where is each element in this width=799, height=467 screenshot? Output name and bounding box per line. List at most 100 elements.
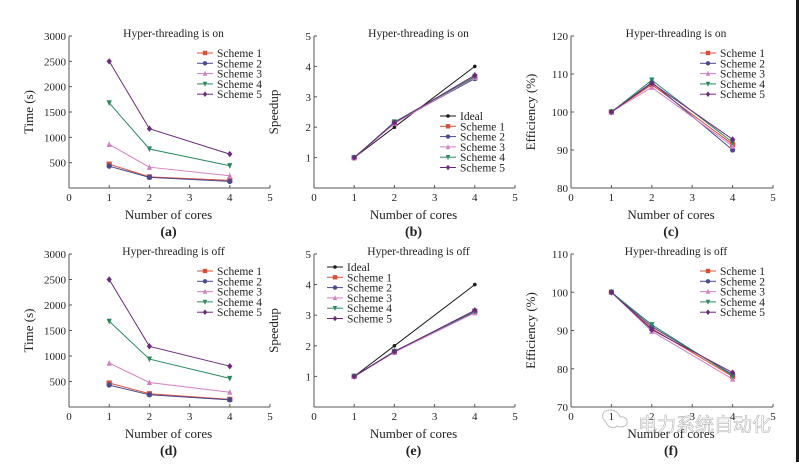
series-scheme-4 [608, 289, 736, 379]
legend-label: Scheme 3 [217, 69, 262, 81]
data-point [227, 150, 233, 158]
legend-item: Scheme 5 [440, 163, 505, 175]
legend-item: Scheme 1 [440, 121, 505, 133]
y-tick-label: 100 [552, 107, 569, 119]
data-point [106, 318, 112, 325]
x-tick-label: 4 [227, 192, 233, 204]
legend-item: Scheme 1 [197, 266, 262, 278]
x-tick-label: 2 [649, 411, 655, 423]
y-tick-label: 3 [306, 92, 312, 104]
x-tick-label: 5 [770, 411, 776, 423]
legend-label: Scheme 5 [720, 307, 765, 319]
data-point [227, 178, 233, 185]
x-axis-label: Number of cores [125, 426, 212, 441]
x-tick-label: 2 [392, 192, 398, 204]
x-tick-label: 1 [106, 192, 112, 204]
series-scheme-4 [106, 100, 233, 169]
data-point [472, 307, 478, 314]
legend-label: Scheme 4 [217, 79, 262, 91]
y-tick-label: 5 [306, 31, 312, 43]
legend-marker [202, 61, 208, 66]
legend-label: Scheme 1 [347, 272, 392, 284]
data-point [730, 369, 736, 376]
data-point [392, 344, 397, 348]
data-point [146, 343, 152, 350]
legend-marker [705, 288, 711, 294]
x-tick-label: 4 [730, 192, 736, 204]
y-tick-label: 3000 [44, 249, 67, 261]
legend-marker [202, 91, 208, 97]
x-tick-label: 2 [649, 192, 655, 204]
x-tick-label: 0 [568, 192, 574, 204]
legend-item: Scheme 4 [440, 152, 505, 164]
legend-marker [705, 268, 711, 274]
legend-item: Scheme 2 [197, 58, 262, 70]
y-axis-label: Speedup [266, 308, 281, 353]
x-tick-label: 0 [311, 411, 317, 423]
data-point [146, 174, 152, 180]
legend-label: Ideal [460, 111, 483, 123]
legend-marker [202, 288, 208, 294]
data-point [351, 373, 357, 380]
chart-title: Hyper-threading is on [626, 28, 727, 40]
x-tick-label: 3 [432, 411, 438, 423]
y-tick-label: 120 [552, 31, 569, 43]
chart-panel-f: 0 1 2 3 4 5 70 80 90 100 110 Hyper-threading is off… [523, 246, 776, 459]
legend-item: Scheme 5 [197, 89, 262, 101]
x-tick-label: 2 [147, 411, 153, 423]
y-tick-label: 1000 [44, 132, 67, 144]
data-point [146, 146, 152, 153]
legend-item: Scheme 1 [197, 48, 262, 60]
chart-title: Hyper-threading is on [123, 28, 224, 40]
y-axis-label: Speedup [266, 90, 281, 135]
x-axis-label: Number of cores [125, 207, 212, 222]
legend-marker [333, 265, 337, 269]
series-scheme-3 [608, 289, 736, 382]
legend-marker [202, 268, 208, 274]
x-tick-label: 0 [66, 411, 72, 423]
series-line [108, 279, 230, 367]
series-line [353, 76, 476, 158]
y-tick-label: 2 [306, 341, 312, 353]
panel-label: (c) [663, 225, 679, 240]
legend-item: Scheme 2 [327, 283, 392, 295]
x-tick-label: 0 [66, 192, 72, 204]
y-tick-label: 80 [557, 364, 569, 376]
y-tick-label: 110 [552, 249, 569, 261]
legend-label: Scheme 1 [217, 48, 262, 60]
legend-marker [332, 295, 338, 301]
y-tick-label: 4 [306, 61, 312, 73]
legend-item: Scheme 2 [440, 132, 505, 144]
legend-marker [705, 309, 711, 315]
y-axis-label: Efficiency (%) [523, 292, 538, 369]
y-tick-label: 90 [557, 326, 569, 338]
y-tick-label: 1 [306, 371, 312, 383]
legend-marker [202, 279, 208, 284]
y-tick-label: 2 [306, 122, 312, 134]
data-point [106, 163, 112, 169]
series-scheme-4 [106, 318, 233, 382]
series-scheme-1 [351, 75, 478, 161]
data-point [473, 64, 477, 69]
legend-marker [705, 81, 711, 87]
legend-label: Scheme 3 [347, 293, 392, 305]
data-point [146, 164, 152, 170]
chart-title: Hyper-threading is off [625, 246, 728, 258]
legend-marker [202, 81, 208, 87]
legend-label: Scheme 3 [720, 287, 765, 299]
legend-label: Scheme 5 [217, 307, 262, 319]
x-tick-label: 1 [609, 192, 615, 204]
y-tick-label: 1500 [44, 107, 67, 119]
data-point [106, 276, 112, 283]
series-scheme-2 [106, 382, 233, 403]
data-point [106, 141, 112, 148]
series-line [108, 102, 230, 167]
legend-item: Scheme 2 [700, 276, 765, 288]
legend-label: Scheme 2 [720, 58, 765, 70]
legend-item: Scheme 2 [197, 276, 262, 288]
legend-item: Scheme 2 [700, 58, 765, 70]
y-tick-label: 2500 [44, 275, 67, 287]
panel-label: (b) [405, 225, 422, 240]
